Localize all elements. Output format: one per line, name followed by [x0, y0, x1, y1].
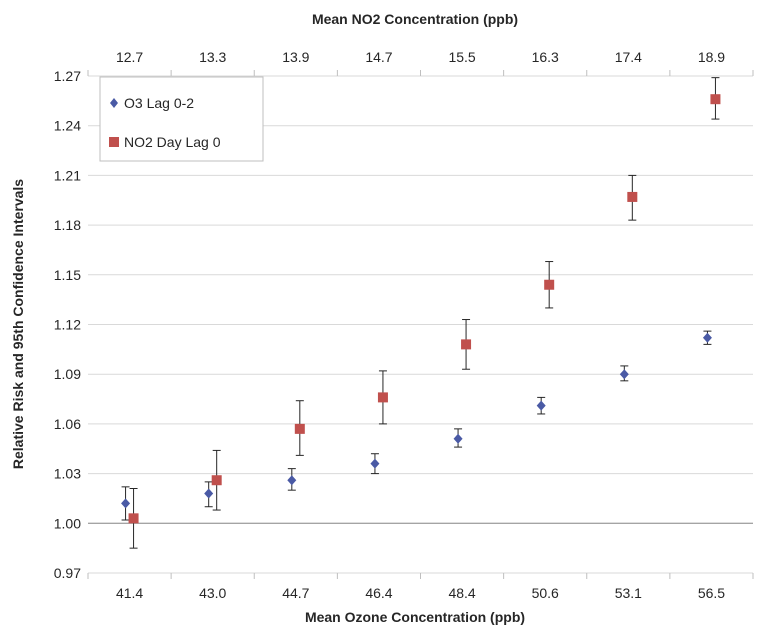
legend-label-no2: NO2 Day Lag 0 — [124, 134, 221, 150]
no2-point — [294, 423, 305, 434]
y-tick-label: 1.00 — [54, 515, 81, 531]
x-tick-label: 53.1 — [615, 585, 642, 601]
top-tick-label: 16.3 — [532, 49, 559, 65]
top-tick-label: 14.7 — [365, 49, 392, 65]
top-tick-label: 17.4 — [615, 49, 642, 65]
x-tick-label: 50.6 — [532, 585, 559, 601]
top-tick-label: 12.7 — [116, 49, 143, 65]
x-tick-label: 46.4 — [365, 585, 392, 601]
x-axis-title: Mean Ozone Concentration (ppb) — [305, 609, 525, 625]
y-tick-label: 1.06 — [54, 416, 81, 432]
top-tick-labels: 12.7 13.3 13.9 14.7 15.5 16.3 17.4 18.9 — [116, 49, 725, 65]
o3-point — [121, 498, 131, 509]
top-tick-label: 18.9 — [698, 49, 725, 65]
y-tick-label: 1.24 — [54, 118, 81, 134]
top-tick-label: 15.5 — [448, 49, 475, 65]
y-tick-label: 1.15 — [54, 267, 81, 283]
no2-point — [128, 513, 139, 524]
no2-point — [211, 475, 222, 486]
y-tick-label: 1.09 — [54, 366, 81, 382]
no2-point — [461, 339, 472, 350]
o3-point — [204, 488, 214, 499]
x-tick-label: 56.5 — [698, 585, 725, 601]
legend-label-o3: O3 Lag 0-2 — [124, 95, 194, 111]
y-tick-label: 1.27 — [54, 68, 81, 84]
x-tick-label: 41.4 — [116, 585, 143, 601]
legend-marker-o3 — [110, 98, 118, 108]
y-tick-label: 1.21 — [54, 167, 81, 183]
x-tick-label: 43.0 — [199, 585, 226, 601]
bottom-tick-labels: 41.4 43.0 44.7 46.4 48.4 50.6 53.1 56.5 — [116, 585, 725, 601]
top-tick-label: 13.9 — [282, 49, 309, 65]
o3-point — [702, 332, 712, 343]
y-tick-label: 0.97 — [54, 565, 81, 581]
y-tick-labels: 0.97 1.00 1.03 1.06 1.09 1.12 1.15 1.18 1.21 1.24… — [54, 68, 81, 581]
no2-point — [377, 392, 388, 403]
no2-point — [544, 279, 555, 290]
o3-point — [453, 433, 463, 444]
o3-point — [619, 369, 629, 380]
x-tick-label: 44.7 — [282, 585, 309, 601]
o3-point — [287, 475, 297, 486]
legend: O3 Lag 0-2 NO2 Day Lag 0 — [99, 76, 264, 162]
no2-point — [627, 191, 638, 202]
x-tick-label: 48.4 — [448, 585, 475, 601]
axes — [87, 70, 754, 579]
o3-point — [536, 400, 546, 411]
no2-point — [710, 94, 721, 105]
data-points — [121, 94, 721, 524]
y-axis-title: Relative Risk and 95th Confidence Interv… — [10, 179, 26, 469]
top-tick-label: 13.3 — [199, 49, 226, 65]
y-tick-label: 1.12 — [54, 317, 81, 333]
chart-title: Mean NO2 Concentration (ppb) — [312, 11, 518, 27]
legend-box — [99, 76, 264, 162]
o3-point — [370, 458, 380, 469]
y-tick-label: 1.03 — [54, 466, 81, 482]
legend-marker-no2 — [109, 137, 119, 147]
y-tick-label: 1.18 — [54, 217, 81, 233]
